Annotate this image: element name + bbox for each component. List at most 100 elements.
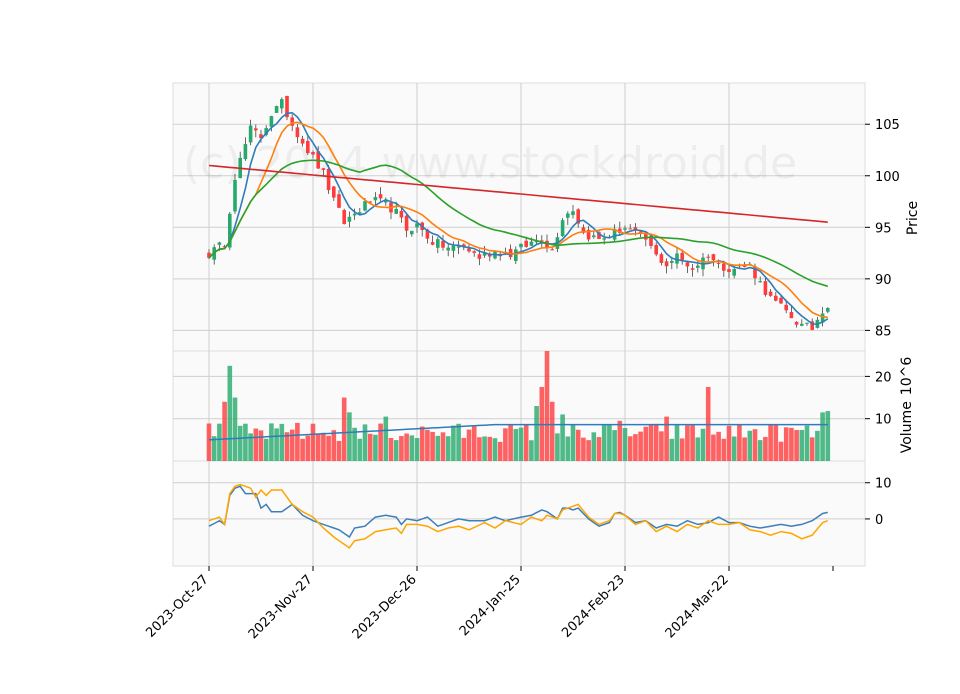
- candle-body: [217, 242, 222, 245]
- candle-body: [451, 245, 456, 251]
- volume-y-tick-label: 20: [875, 370, 892, 385]
- volume-bar: [409, 435, 415, 461]
- grid-lines: [173, 83, 865, 566]
- volume-y-tick-label: 10: [875, 413, 892, 428]
- candle-body: [706, 256, 710, 258]
- volume-bar: [466, 429, 472, 461]
- volume-bar: [773, 424, 779, 461]
- candle-body: [826, 308, 830, 312]
- volume-bar: [685, 425, 690, 461]
- price-y-tick-label: 90: [875, 273, 892, 288]
- volume-bar: [279, 423, 285, 461]
- candle-body: [441, 240, 445, 248]
- volume-bar: [752, 429, 758, 461]
- candle-body: [467, 248, 471, 252]
- volume-bar: [523, 424, 529, 461]
- volume-bar: [357, 438, 363, 461]
- candle-body: [753, 266, 757, 279]
- candle-body: [597, 232, 601, 239]
- volume-bar: [513, 429, 519, 461]
- volume-bar: [451, 425, 456, 461]
- candle-body: [332, 186, 336, 198]
- volume-bar: [227, 365, 233, 461]
- candle-body: [430, 242, 435, 245]
- candle-body: [326, 168, 331, 191]
- volume-average-line: [208, 423, 828, 441]
- volume-bar: [326, 435, 331, 461]
- volume-bar: [373, 434, 378, 461]
- candle-body: [670, 260, 674, 263]
- candle-body: [774, 295, 778, 301]
- volume-bar: [487, 436, 493, 461]
- candle-body: [581, 227, 586, 233]
- volume-bar: [482, 436, 487, 461]
- candle-body: [290, 117, 294, 126]
- volume-bar: [804, 425, 810, 461]
- candle-body: [618, 228, 622, 233]
- volume-bar: [809, 437, 815, 461]
- volume-bar: [565, 436, 571, 461]
- candle-body: [378, 194, 383, 199]
- candle-body: [222, 246, 227, 248]
- volume-bar: [477, 437, 482, 461]
- moving-average-lines: [208, 111, 829, 326]
- candle-body: [638, 231, 643, 233]
- candle-body: [410, 230, 414, 235]
- volume-bar: [232, 397, 238, 461]
- volume-bar: [747, 430, 753, 461]
- candlesticks: [207, 95, 830, 331]
- volume-bar: [258, 430, 264, 461]
- volume-bar: [659, 431, 664, 461]
- candle-body: [436, 239, 440, 248]
- volume-bar: [586, 440, 591, 461]
- volume-bar: [341, 397, 347, 461]
- candle-body: [482, 253, 487, 256]
- candle-body: [560, 220, 565, 237]
- volume-bar: [211, 436, 217, 461]
- x-tick-label: 2023-Dec-26: [350, 572, 420, 642]
- x-tick-label: 2024-Feb-23: [559, 572, 628, 641]
- candle-body: [248, 125, 253, 143]
- volume-bar: [794, 430, 799, 461]
- volume-bar: [820, 412, 825, 461]
- candle-body: [800, 323, 804, 326]
- volume-bar: [222, 401, 227, 461]
- volume-bar: [596, 437, 602, 461]
- candle-body: [462, 244, 466, 247]
- candle-body: [685, 262, 690, 267]
- volume-bar: [721, 438, 727, 461]
- candle-body: [264, 128, 268, 135]
- candle-body: [394, 208, 398, 214]
- y-tick-labels: 85 90 95 100 105 10 20 0 10: [865, 118, 900, 528]
- x-tick-label: 2024-Jan-25: [457, 572, 524, 639]
- volume-bar: [445, 436, 451, 461]
- volume-bar: [388, 437, 394, 461]
- ma-line-ma-10: [208, 121, 828, 319]
- candle-body: [269, 116, 274, 127]
- volume-bar: [352, 427, 357, 461]
- volume-bar: [206, 423, 212, 461]
- volume-bar: [674, 424, 680, 461]
- candle-body: [519, 243, 523, 248]
- candle-body: [550, 249, 554, 251]
- oscillator-y-tick-label: 10: [875, 477, 892, 492]
- volume-bar: [248, 433, 253, 461]
- volume-bar: [440, 432, 446, 461]
- volume-axis-label: Volume: [899, 401, 915, 453]
- candle-body: [446, 247, 450, 251]
- volume-bar: [461, 437, 467, 461]
- volume-bar: [243, 423, 248, 461]
- volume-bar: [653, 423, 659, 461]
- candle-body: [477, 254, 482, 259]
- candle-body: [576, 209, 580, 224]
- volume-bar: [274, 428, 279, 461]
- candle-body: [789, 312, 794, 319]
- volume-bar: [825, 411, 831, 461]
- volume-bar: [263, 438, 269, 461]
- price-y-tick-label: 100: [875, 170, 900, 185]
- candle-body: [571, 211, 575, 216]
- ma-line-ma-100: [208, 164, 828, 223]
- candle-body: [363, 201, 367, 211]
- candle-body: [384, 199, 388, 203]
